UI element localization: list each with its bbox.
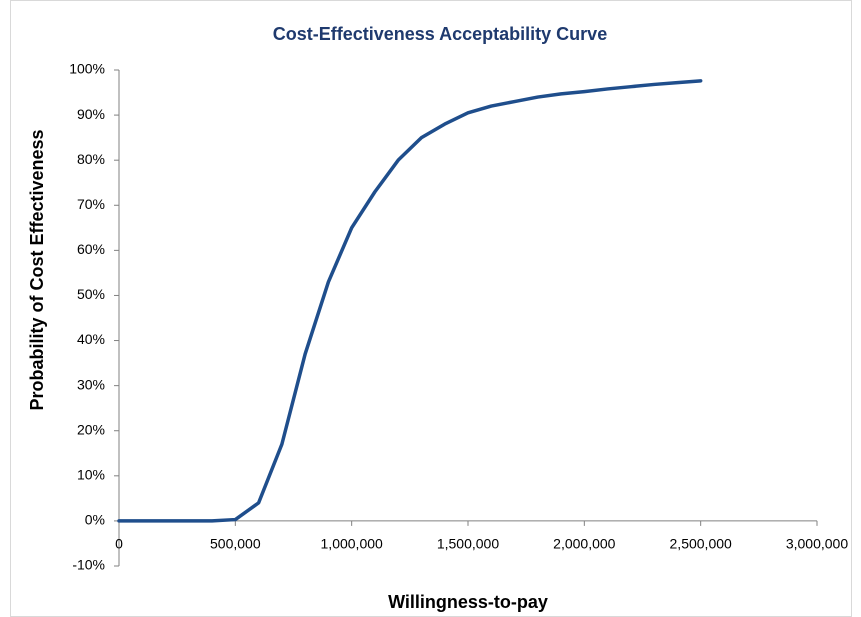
y-tick-label: 40% bbox=[77, 331, 105, 347]
y-tick-label: 20% bbox=[77, 421, 105, 437]
y-tick-label: 0% bbox=[85, 512, 105, 528]
y-tick-label: 70% bbox=[77, 196, 105, 212]
y-tick-label: -10% bbox=[72, 557, 105, 573]
x-axis-title: Willingness-to-pay bbox=[388, 592, 548, 612]
x-tick-label: 1,500,000 bbox=[437, 536, 499, 552]
x-tick-label: 2,500,000 bbox=[670, 536, 732, 552]
y-tick-label: 10% bbox=[77, 467, 105, 483]
y-axis-title: Probability of Cost Effectiveness bbox=[27, 129, 47, 410]
y-tick-label: 90% bbox=[77, 106, 105, 122]
curve bbox=[117, 79, 703, 523]
x-tick-label: 500,000 bbox=[210, 536, 261, 552]
y-tick-label: 80% bbox=[77, 151, 105, 167]
x-tick-label: 1,000,000 bbox=[321, 536, 383, 552]
x-tick-label: 3,000,000 bbox=[786, 536, 848, 552]
chart-frame bbox=[10, 0, 852, 617]
chart-title: Cost-Effectiveness Acceptability Curve bbox=[273, 24, 607, 44]
y-tick-label: 50% bbox=[77, 286, 105, 302]
y-tick-label: 30% bbox=[77, 376, 105, 392]
x-tick-label: 0 bbox=[115, 536, 123, 552]
y-tick-label: 100% bbox=[69, 61, 105, 77]
y-tick-label: 60% bbox=[77, 241, 105, 257]
x-tick-label: 2,000,000 bbox=[553, 536, 615, 552]
